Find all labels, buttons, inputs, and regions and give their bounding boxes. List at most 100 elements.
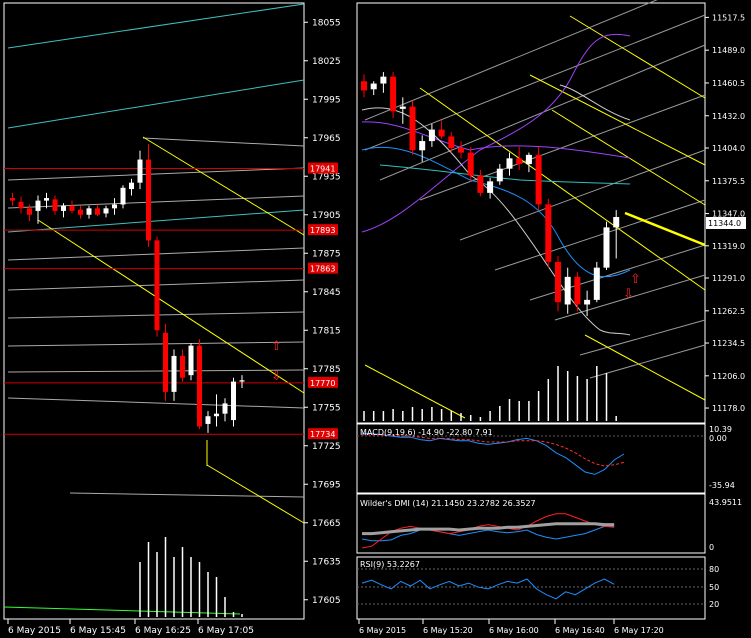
channel-line [7, 341, 305, 347]
candle-body [496, 168, 503, 182]
y-tick-label: 17785 [312, 365, 341, 375]
candle-body [545, 204, 552, 262]
candle-body [564, 276, 571, 305]
channel-line [494, 199, 706, 271]
trend-line [529, 74, 706, 166]
macd-signal-line [362, 434, 625, 467]
candle-body [103, 208, 109, 214]
candle-body [27, 208, 32, 215]
candle-body [222, 403, 228, 414]
candle-body [188, 345, 194, 376]
teal-fan-line [7, 79, 305, 129]
candle-body [380, 76, 387, 84]
y-tick-label: 11432.0 [712, 112, 745, 121]
dmi-tick-max: 43.9511 [709, 498, 742, 507]
dmi-plus-line [361, 525, 615, 542]
candle-body [163, 332, 168, 392]
y-tick-label: 11375.5 [712, 177, 745, 186]
candle-body [78, 209, 83, 215]
rsi-tick-20: 20 [709, 600, 719, 609]
mid-band [361, 146, 631, 278]
right-x-axis: 6 May 2015 6 May 15:20 6 May 16:00 6 May 16… [358, 619, 664, 635]
channel-line [364, 0, 658, 121]
macd-title: MACD(9,19,6) -14.90 -22.80 7.91 [360, 428, 493, 437]
candle-body [197, 345, 202, 427]
candle-body [95, 208, 100, 215]
candle-body [428, 129, 435, 142]
candle-body [239, 380, 245, 382]
y-tick-label: 11262.5 [712, 307, 745, 316]
candle-body [525, 154, 532, 165]
left-candles [10, 144, 245, 433]
price-tag-label: 17941 [310, 165, 335, 174]
price-tag [308, 224, 338, 236]
y-tick-label: 11460.5 [712, 79, 745, 88]
left-arrow-down-icon: ⇩ [271, 369, 282, 384]
y-tick-label: 11347.0 [712, 210, 745, 219]
candle-body [112, 204, 117, 209]
macd-panel[interactable]: MACD(9,19,6) -14.90 -22.80 7.91 10.39 0.… [356, 423, 735, 494]
price-tag [308, 376, 338, 388]
candle-body [438, 129, 445, 137]
price-tag [308, 262, 338, 274]
y-tick-label: 17635 [312, 557, 341, 567]
channel-line [7, 397, 305, 409]
left-volume-bars [139, 537, 243, 617]
price-tag-label: 17770 [310, 379, 335, 388]
y-tick-label: 11319.0 [712, 242, 745, 251]
trend-line [364, 364, 466, 419]
candle-body [516, 158, 523, 165]
right-drawing-objects [361, 0, 706, 419]
dmi-panel[interactable]: Wilder's DMI (14) 21.1450 23.2782 26.352… [356, 493, 742, 554]
channel-line [459, 149, 706, 241]
candle-body [44, 198, 49, 201]
right-arrow-up-icon: ⇧ [630, 272, 641, 287]
candle-body [390, 76, 397, 112]
candle-body [120, 187, 126, 205]
y-tick-label: 17755 [312, 403, 341, 413]
right-main-frame [356, 2, 706, 424]
channel-line [7, 195, 305, 209]
price-tag [308, 428, 338, 440]
candle-body [137, 159, 143, 183]
trend-line [37, 219, 305, 394]
left-drawing-objects [3, 3, 305, 615]
y-tick-label: 18055 [312, 18, 341, 28]
price-tag-label: 17893 [310, 226, 335, 235]
y-tick-label: 17875 [312, 249, 341, 259]
y-tick-label: 17665 [312, 519, 341, 529]
rsi-line [361, 578, 615, 600]
channel-line [419, 94, 706, 201]
y-tick-label: 17905 [312, 211, 341, 221]
rsi-tick-80: 80 [709, 565, 719, 574]
candle-body [419, 141, 426, 151]
candle-body [584, 299, 591, 305]
dmi-adx-line [362, 522, 615, 536]
x-tick-label: 6 May 17:20 [614, 626, 664, 635]
candle-body [361, 81, 367, 91]
candle-body [409, 106, 416, 151]
candle-body [555, 261, 561, 303]
right-chart-window[interactable]: 11517.5 11489.0 11460.5 11432.0 11404.0 11375… [356, 0, 746, 424]
candle-body [10, 198, 15, 201]
y-tick-label: 11291.0 [712, 274, 745, 283]
left-chart-window[interactable]: 18055 18025 17995 17965 17935 17905 17875 17845… [3, 2, 341, 636]
candle-body [467, 152, 474, 176]
y-tick-label: 11489.0 [712, 46, 745, 55]
y-tick-label: 18025 [312, 57, 341, 67]
candle-body [52, 199, 58, 211]
candle-body [574, 276, 581, 305]
candle-body [448, 136, 455, 148]
candle-body [487, 181, 494, 193]
x-tick-label: 6 May 16:40 [555, 626, 605, 635]
x-tick-label: 6 May 15:45 [70, 626, 126, 636]
rsi-panel[interactable]: RSI(9) 53.2267 80 50 20 [356, 556, 719, 620]
rsi-title: RSI(9) 53.2267 [360, 560, 420, 569]
x-tick-label: 6 May 2015 [8, 626, 61, 636]
trend-line [142, 136, 305, 236]
trend-line [569, 15, 706, 99]
candle-body [18, 201, 24, 209]
left-x-axis: 6 May 2015 6 May 15:45 6 May 16:25 6 May 17… [7, 619, 254, 636]
channel-line [69, 492, 305, 498]
